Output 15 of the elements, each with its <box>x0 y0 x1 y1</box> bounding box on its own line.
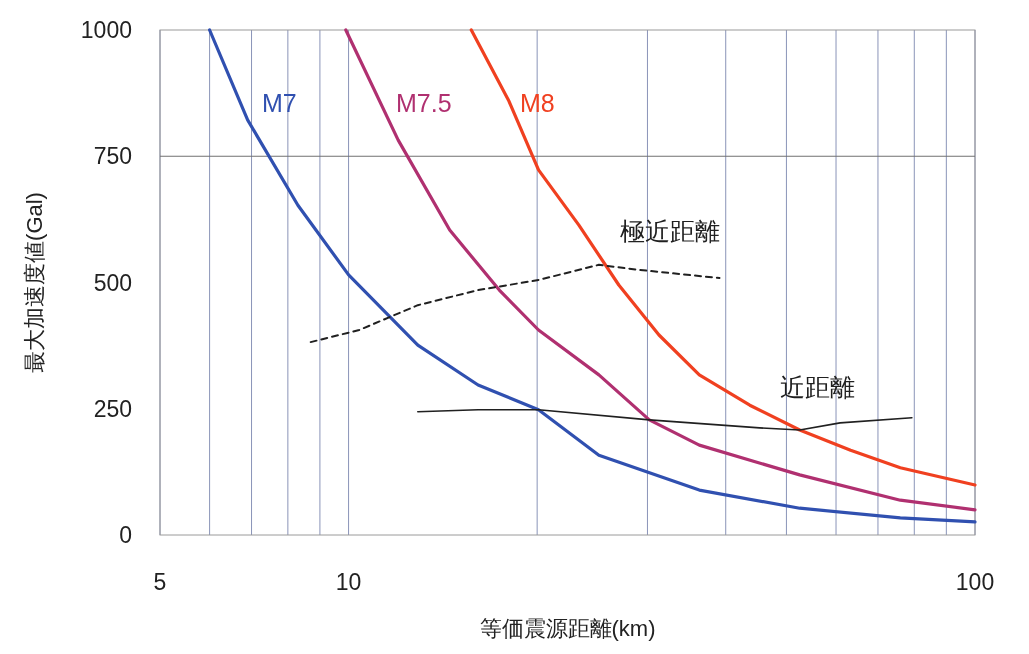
y-tick-label: 500 <box>93 269 132 296</box>
x-axis-title: 等価震源距離(km) <box>479 616 656 641</box>
x-tick-label: 100 <box>955 569 995 595</box>
y-axis-title: 最大加速度値(Gal) <box>22 192 47 373</box>
y-tick-label: 750 <box>93 143 132 170</box>
series-label: M8 <box>520 89 555 117</box>
x-tick-label: 10 <box>335 569 362 595</box>
series-label: 極近距離 <box>620 217 720 245</box>
x-tick-label: 5 <box>153 569 167 595</box>
y-tick-label: 0 <box>119 522 132 548</box>
y-tick-label: 1000 <box>80 17 132 43</box>
y-tick-label: 250 <box>93 395 132 422</box>
series-label: 近距離 <box>780 373 855 401</box>
series-label: M7 <box>262 89 297 117</box>
series-label: M7.5 <box>396 89 452 117</box>
